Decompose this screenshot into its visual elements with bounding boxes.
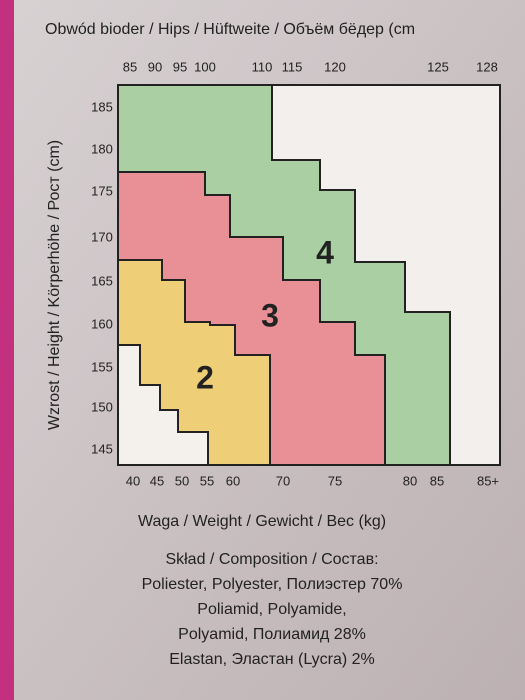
edge-strip	[0, 0, 14, 700]
height-label: Wzrost / Height / Körperhöhe / Рост (cm)	[46, 140, 63, 430]
hips-tick: 115	[282, 59, 303, 74]
height-tick: 160	[91, 316, 113, 331]
height-tick: 165	[91, 273, 113, 288]
hips-tick: 90	[148, 59, 162, 74]
weight-tick: 70	[276, 473, 290, 488]
hips-tick: 100	[194, 59, 216, 74]
hips-tick: 125	[427, 59, 449, 74]
weight-tick: 85	[430, 473, 444, 488]
hips-tick: 95	[173, 59, 187, 74]
composition-line: Polyamid, Полиамид 28%	[178, 626, 366, 643]
height-tick: 155	[91, 359, 113, 374]
hips-tick: 120	[324, 59, 346, 74]
weight-tick: 80	[403, 473, 417, 488]
weight-tick: 60	[226, 473, 240, 488]
composition-line: Skład / Composition / Состав:	[165, 551, 378, 568]
hips-tick: 85	[123, 59, 137, 74]
weight-tick: 85+	[477, 473, 499, 488]
weight-label: Waga / Weight / Gewicht / Вес (kg)	[138, 513, 386, 530]
weight-tick: 40	[126, 473, 140, 488]
zone-label: 4	[316, 234, 334, 270]
height-tick: 180	[91, 141, 113, 156]
composition-line: Poliester, Polyester, Полиэстер 70%	[142, 576, 403, 593]
weight-tick: 50	[175, 473, 189, 488]
hips-tick: 128	[476, 59, 498, 74]
chart-frame	[117, 84, 501, 466]
weight-tick: 55	[200, 473, 214, 488]
weight-tick: 75	[328, 473, 342, 488]
weight-tick: 45	[150, 473, 164, 488]
composition-line: Poliamid, Polyamide,	[197, 601, 346, 618]
height-tick: 175	[91, 183, 113, 198]
header-title: Obwód bioder / Hips / Hüftweite / Объём …	[45, 21, 415, 38]
composition-line: Elastan, Эластан (Lycra) 2%	[169, 651, 375, 668]
height-tick: 185	[91, 99, 113, 114]
zone-label: 2	[196, 359, 214, 395]
zone-label: 3	[261, 297, 279, 333]
height-tick: 150	[91, 399, 113, 414]
height-tick: 145	[91, 441, 113, 456]
labels: 85 90 95 100 110 115 120 125 128 185 180 175 170 165 1…	[91, 59, 499, 668]
hips-tick: 110	[252, 59, 273, 74]
height-tick: 170	[91, 229, 113, 244]
